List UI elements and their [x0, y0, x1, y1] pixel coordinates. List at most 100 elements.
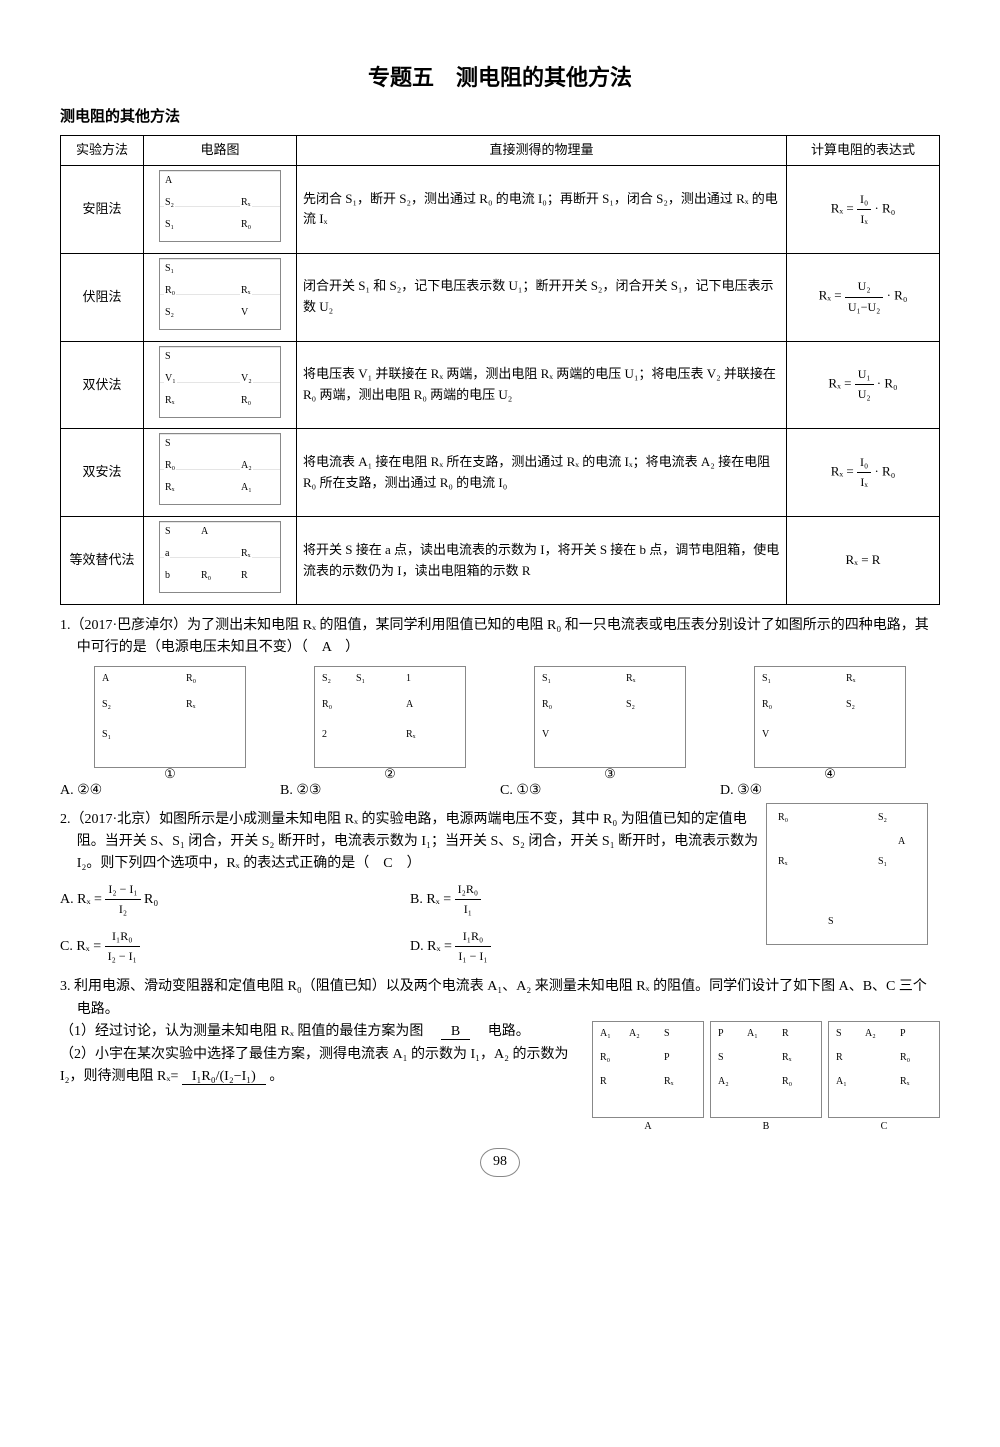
circuit-label: S₁	[355, 671, 366, 687]
circuit-label: S	[164, 524, 172, 540]
cell-formula: Rₓ = U₁U₂ · R₀	[787, 341, 940, 429]
circuit-label: R₀	[321, 697, 333, 713]
circuit-label: R	[835, 1050, 844, 1066]
circuit-label: A₂	[717, 1074, 730, 1090]
circuit-label: b	[164, 568, 171, 584]
q3-stem: 3. 利用电源、滑动变阻器和定值电阻 R₀（阻值已知）以及两个电流表 A₁、A₂…	[60, 976, 940, 1021]
q1-stem: 1.（2017·巴彦淖尔）为了测出未知电阻 Rₓ 的阻值，某同学利用阻值已知的电…	[60, 615, 940, 660]
circuit-label: V	[541, 727, 550, 743]
cell-desc: 先闭合 S₁，断开 S₂，测出通过 R₀ 的电流 I₀；再断开 S₁，闭合 S₂…	[297, 165, 787, 253]
circuit-label: P	[663, 1050, 671, 1066]
circuit-label: R	[240, 568, 249, 584]
th-method: 实验方法	[61, 136, 144, 166]
q2-opt-c: C. Rₓ = I₁R₀I₂ − I₁	[60, 927, 410, 966]
circuit-label: S₂	[625, 697, 636, 713]
circuit-diagram: SR₀A₂RₓA₁	[159, 433, 281, 505]
circuit-label: P	[717, 1026, 725, 1042]
circuit-label: Rₓ	[164, 480, 176, 496]
circuit-label: Rₓ	[781, 1050, 793, 1066]
circuit-label: Rₓ	[240, 283, 252, 299]
circuit-label: R₀	[164, 283, 176, 299]
circuit-label: V	[761, 727, 770, 743]
circuit-label: S₁	[164, 261, 175, 277]
q2-stem: 2.（2017·北京）如图所示是小成测量未知电阻 Rₓ 的实验电路，电源两端电压…	[60, 809, 760, 876]
q2-circuit: R₀S₂ARₓS₁S	[766, 803, 928, 945]
circuit-label: R	[781, 1026, 790, 1042]
circuit-label: Rₓ	[777, 854, 789, 870]
circuit-diagram: SV₁V₂RₓR₀	[159, 346, 281, 418]
circuit-diagram: SPRR₀A₁RₓA₂C	[828, 1021, 940, 1118]
circuit-number: ③	[604, 764, 616, 785]
q3-circuits: A₁SR₀PRRₓA₂APRSRₓA₂R₀A₁BSPRR₀A₁RₓA₂C	[592, 1021, 940, 1118]
circuit-label: R₀	[599, 1050, 611, 1066]
circuit-label: A	[897, 834, 906, 850]
circuit-label: R₀	[761, 697, 773, 713]
cell-circuit: S₁ R₀ Rₓ S₂ V	[144, 253, 297, 341]
circuit-diagram: PRSRₓA₂R₀A₁B	[710, 1021, 822, 1118]
circuit-label: P	[899, 1026, 907, 1042]
circuit-label: R₀	[164, 458, 176, 474]
th-formula: 计算电阻的表达式	[787, 136, 940, 166]
table-row: 双伏法SV₁V₂RₓR₀将电压表 V₁ 并联接在 Rₓ 两端，测出电阻 Rₓ 两…	[61, 341, 940, 429]
circuit-label: V	[240, 305, 249, 321]
cell-formula: Rₓ = I₀Iₓ · R₀	[787, 165, 940, 253]
circuit-label: A	[200, 524, 209, 540]
circuit-number: ④	[824, 764, 836, 785]
circuit-label: A₁	[835, 1074, 848, 1090]
circuit-label: S₂	[164, 305, 175, 321]
circuit-label: S₂	[321, 671, 332, 687]
circuit-diagram: A₁SR₀PRRₓA₂A	[592, 1021, 704, 1118]
q1-options: A. ②④ B. ②③ C. ①③ D. ③④	[60, 780, 940, 802]
circuit-label: A	[405, 697, 414, 713]
circuit-caption: C	[829, 1119, 939, 1135]
circuit-label: R₀	[240, 393, 252, 409]
circuit-label: S₁	[164, 217, 175, 233]
cell-circuit: SV₁V₂RₓR₀	[144, 341, 297, 429]
circuit-label: Rₓ	[185, 697, 197, 713]
table-row: 双安法SR₀A₂RₓA₁将电流表 A₁ 接在电阻 Rₓ 所在支路，测出通过 Rₓ…	[61, 429, 940, 517]
cell-method: 等效替代法	[61, 517, 144, 605]
circuit-label: V₁	[164, 371, 177, 387]
circuit-label: S₂	[101, 697, 112, 713]
th-circuit: 电路图	[144, 136, 297, 166]
cell-formula: Rₓ = I₀Iₓ · R₀	[787, 429, 940, 517]
circuit-label: S	[164, 349, 172, 365]
q1-circuits: AR₀S₂RₓS₁①S₂1R₀A2RₓS₁②S₁RₓR₀S₂V③S₁RₓR₀S₂…	[60, 666, 940, 776]
q3-blank1: B	[441, 1024, 470, 1040]
th-desc: 直接测得的物理量	[297, 136, 787, 166]
page-title: 专题五 测电阻的其他方法	[60, 60, 940, 95]
q2-opt-a: A. Rₓ = I₂ − I₁I₂ R₀	[60, 880, 410, 919]
q2-opt-d: D. Rₓ = I₁R₀I₁ − I₁	[410, 927, 760, 966]
cell-formula: Rₓ = U₂U₁−U₂ · R₀	[787, 253, 940, 341]
cell-method: 双伏法	[61, 341, 144, 429]
q2-opt-b: B. Rₓ = I₂R₀I₁	[410, 880, 760, 919]
circuit-label: R₀	[200, 568, 212, 584]
cell-method: 双安法	[61, 429, 144, 517]
q3-part1: （1）经过讨论，认为测量未知电阻 Rₓ 阻值的最佳方案为图 B 电路。	[60, 1021, 592, 1043]
circuit-diagram: A S₂ Rₓ S₁ R₀	[159, 170, 281, 242]
circuit-label: R	[599, 1074, 608, 1090]
circuit-label: R₀	[240, 217, 252, 233]
cell-circuit: A S₂ Rₓ S₁ R₀	[144, 165, 297, 253]
cell-desc: 将电流表 A₁ 接在电阻 Rₓ 所在支路，测出通过 Rₓ 的电流 Iₓ；将电流表…	[297, 429, 787, 517]
cell-circuit: SaRₓbRAR₀	[144, 517, 297, 605]
circuit-diagram: S₁RₓR₀S₂V④	[754, 666, 906, 768]
circuit-label: S	[835, 1026, 843, 1042]
circuit-label: S₂	[164, 195, 175, 211]
q2-options: A. Rₓ = I₂ − I₁I₂ R₀ B. Rₓ = I₂R₀I₁ C. R…	[60, 876, 760, 971]
circuit-label: A	[164, 173, 173, 189]
circuit-label: Rₓ	[240, 546, 252, 562]
circuit-label: A₁	[746, 1026, 759, 1042]
circuit-diagram: S₁ R₀ Rₓ S₂ V	[159, 258, 281, 330]
circuit-label: S₂	[877, 810, 888, 826]
table-row: 伏阻法S₁R₀RₓS₂V闭合开关 S₁ 和 S₂，记下电压表示数 U₁；断开开关…	[61, 253, 940, 341]
circuit-diagram: AR₀S₂RₓS₁①	[94, 666, 246, 768]
circuit-label: S₁	[101, 727, 112, 743]
page-number: 98	[480, 1148, 520, 1176]
circuit-label: Rₓ	[240, 195, 252, 211]
circuit-label: A₂	[240, 458, 253, 474]
circuit-label: A	[101, 671, 110, 687]
cell-desc: 闭合开关 S₁ 和 S₂，记下电压表示数 U₁；断开开关 S₂，闭合开关 S₁，…	[297, 253, 787, 341]
cell-desc: 将电压表 V₁ 并联接在 Rₓ 两端，测出电阻 Rₓ 两端的电压 U₁；将电压表…	[297, 341, 787, 429]
circuit-label: S	[717, 1050, 725, 1066]
